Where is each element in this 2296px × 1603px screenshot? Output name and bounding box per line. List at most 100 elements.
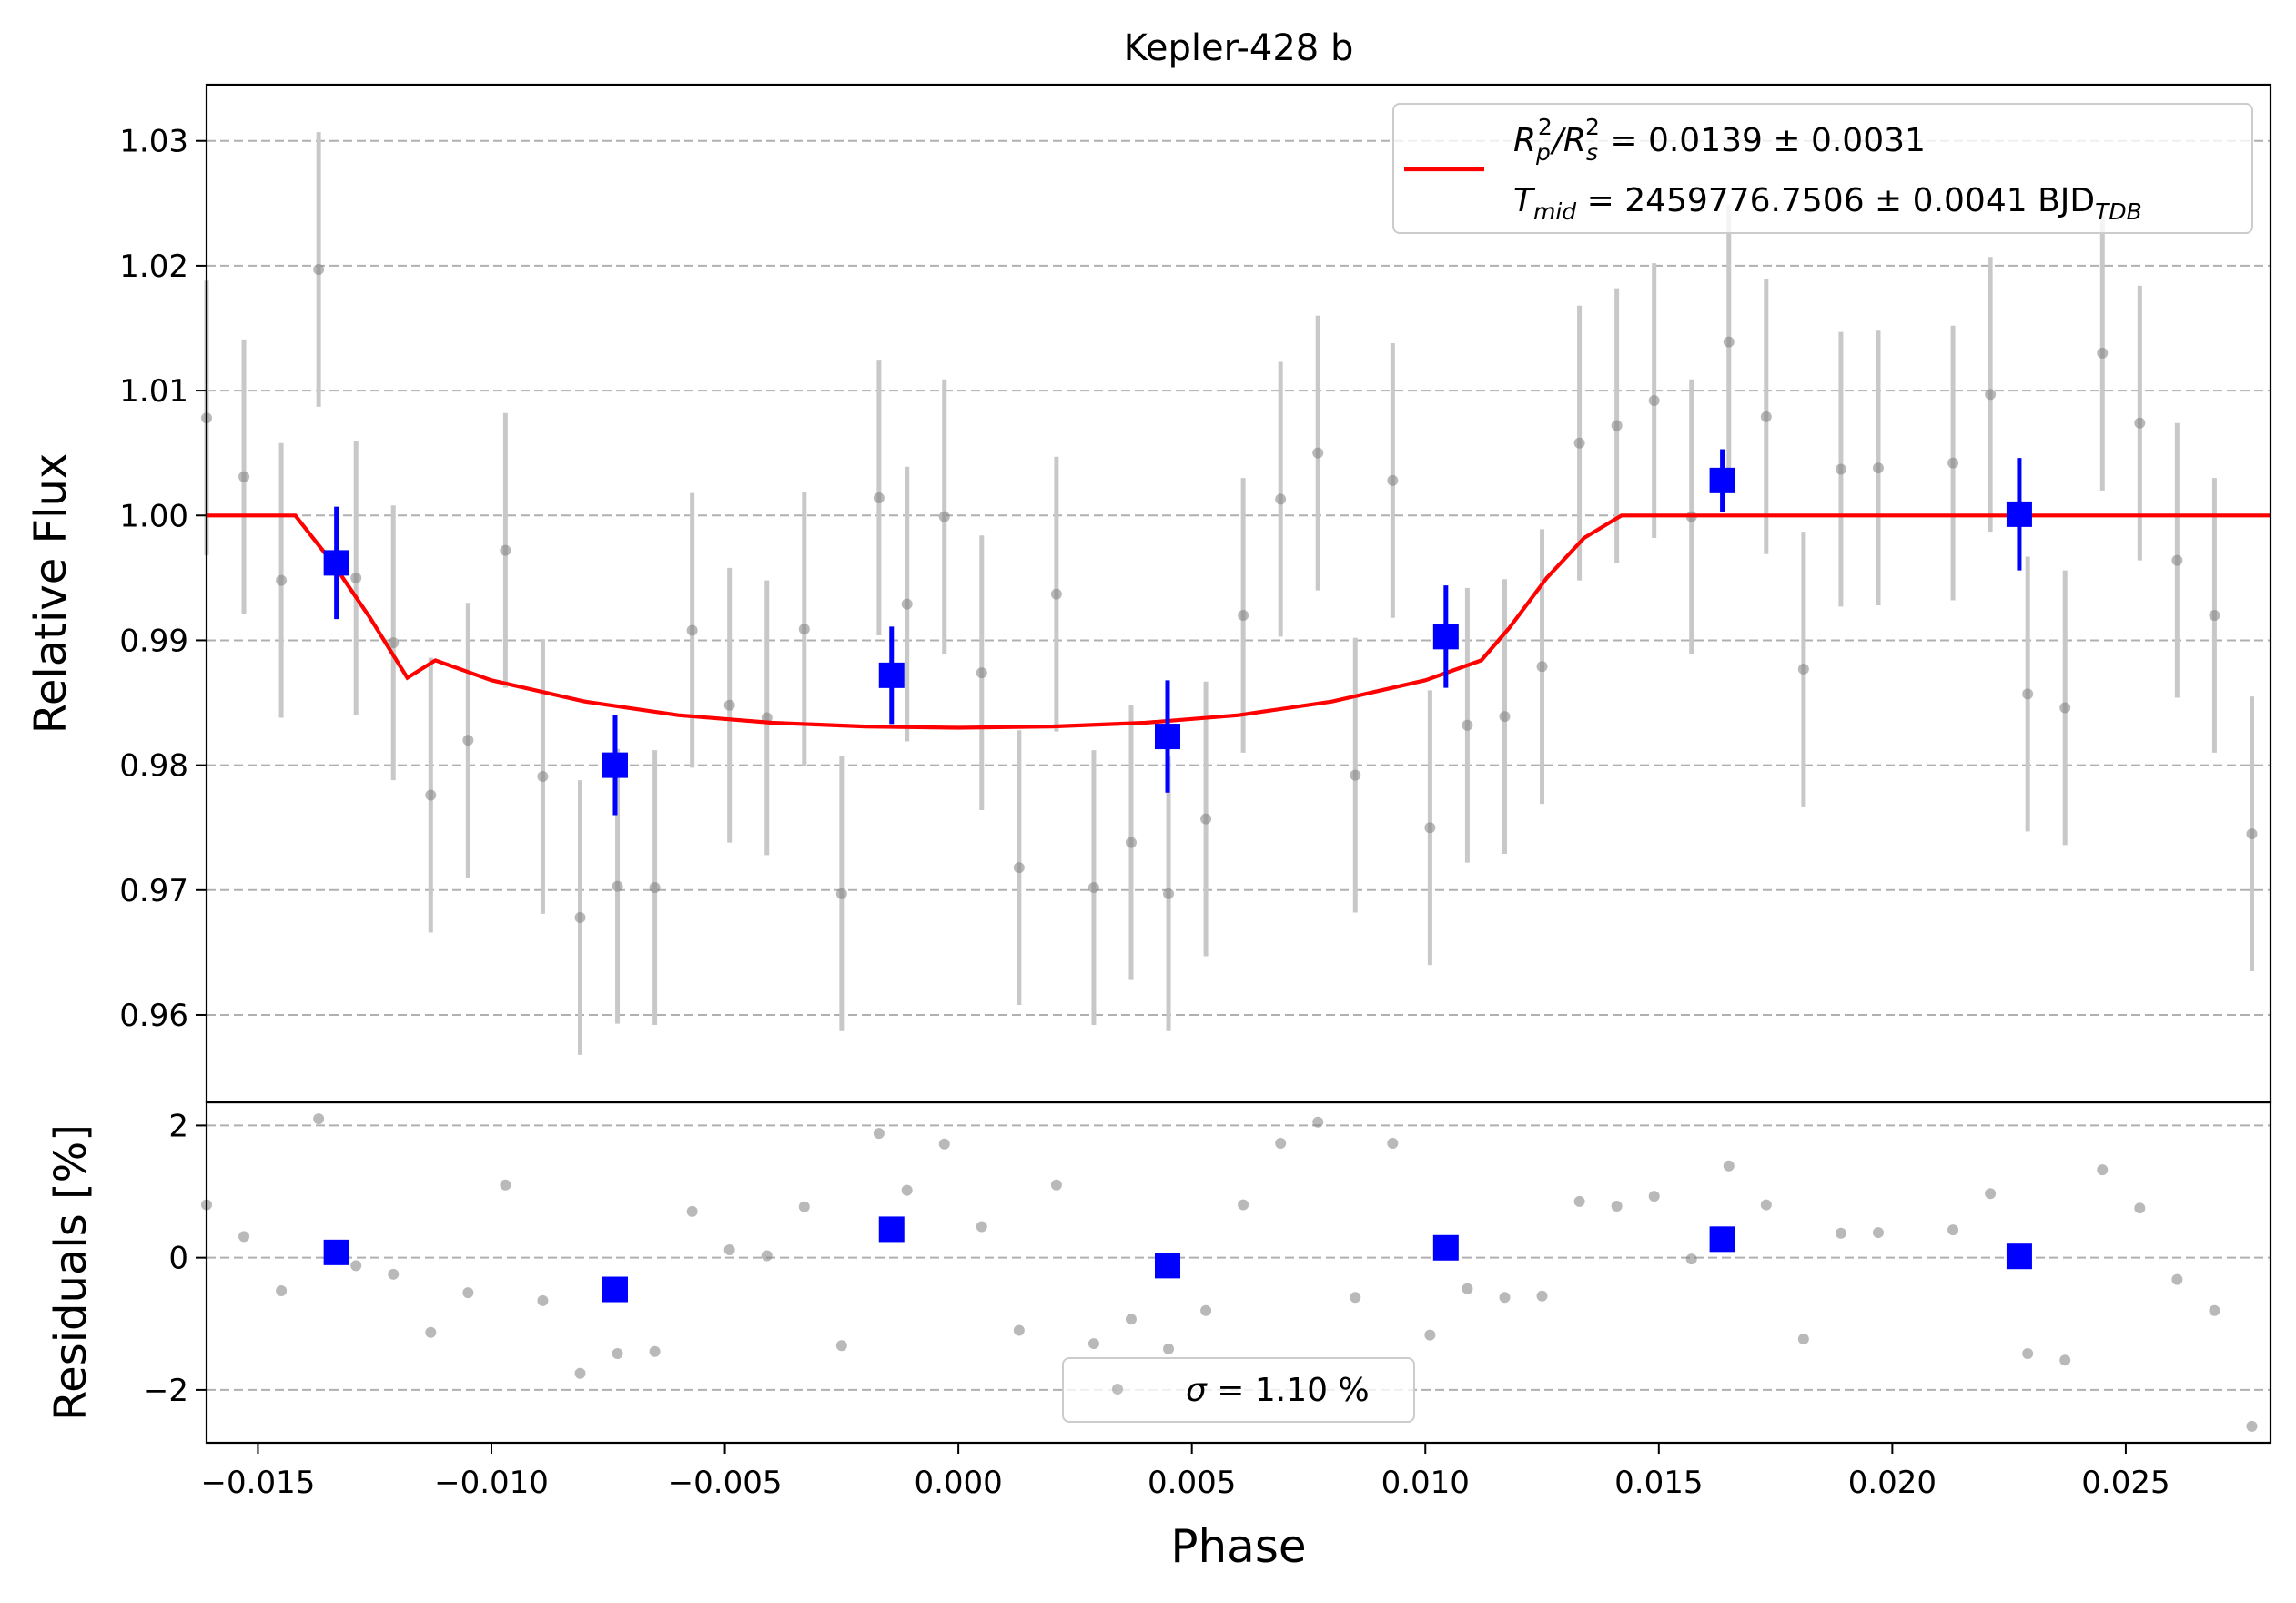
flux-raw-point	[1462, 719, 1473, 731]
residual-binned-point	[1432, 1234, 1459, 1261]
flux-y-tick-label: 0.96	[119, 998, 188, 1034]
flux-binned-point	[878, 662, 905, 688]
residual-raw-point	[723, 1243, 735, 1255]
residual-binned-point	[323, 1239, 349, 1265]
flux-y-tick-label: 0.99	[119, 623, 188, 659]
residual-raw-point	[462, 1287, 474, 1299]
legend-sigma-symbol: σ	[1186, 1372, 1208, 1409]
legend-tmid-value: = 2459776.7506 ± 0.0041 BJD	[1576, 182, 2095, 219]
residual-raw-point	[238, 1231, 250, 1243]
legend-raw-marker	[1112, 1384, 1123, 1395]
residuals-binned-points	[323, 1216, 2032, 1303]
flux-raw-point	[1648, 395, 1660, 407]
residual-raw-point	[1013, 1324, 1025, 1336]
residual-binned-point	[602, 1276, 628, 1303]
residuals-panel-frame	[205, 1101, 2272, 1445]
flux-binned-point	[1709, 467, 1735, 493]
flux-y-tick-label: 1.00	[119, 498, 188, 534]
flux-raw-point	[1499, 711, 1511, 723]
residuals-legend-box	[1062, 1357, 1415, 1423]
flux-raw-point	[901, 598, 913, 610]
flux-y-tick-label: 1.01	[119, 373, 188, 410]
flux-raw-point	[1050, 588, 1062, 600]
flux-raw-point	[873, 492, 885, 504]
flux-raw-point	[798, 624, 810, 635]
legend-depth-symbol-2: /R	[1550, 122, 1586, 159]
flux-raw-point	[1424, 822, 1436, 834]
flux-raw-point	[1835, 463, 1846, 475]
chart-title: Kepler-428 b	[1124, 27, 1354, 69]
residual-raw-point	[1087, 1338, 1099, 1350]
flux-raw-point	[1275, 493, 1287, 505]
residual-raw-point	[500, 1179, 511, 1191]
flux-y-tick-label: 0.98	[119, 748, 188, 785]
phase-x-tick-label: 0.010	[1381, 1465, 1470, 1501]
flux-raw-point	[1611, 420, 1623, 431]
residual-raw-point	[2246, 1420, 2258, 1432]
flux-binned-point	[323, 550, 349, 576]
residual-raw-point	[1499, 1292, 1511, 1304]
flux-panel: 0.96 0.97 0.98 0.99 1.00 1.01 1.02 1.03 Kepler-…	[25, 27, 2272, 1104]
flux-y-tick-label: 0.97	[119, 873, 188, 909]
transit-model-line	[207, 513, 2271, 730]
flux-raw-point	[612, 880, 623, 892]
flux-raw-point	[686, 624, 698, 636]
legend-depth-sup-1: 2	[1538, 114, 1553, 140]
residual-raw-point	[2059, 1354, 2071, 1366]
legend-tmid-text: Tmid = 2459776.7506 ± 0.0041 BJDTDB	[1513, 182, 2142, 225]
residual-binned-point	[1709, 1226, 1735, 1253]
residual-raw-point	[2097, 1164, 2109, 1176]
residual-raw-point	[1163, 1343, 1175, 1354]
flux-raw-point	[1163, 888, 1175, 899]
residual-binned-point	[1155, 1253, 1181, 1279]
residual-raw-point	[1536, 1290, 1548, 1302]
flux-raw-point	[2059, 702, 2071, 714]
residual-binned-point	[2006, 1243, 2032, 1270]
flux-raw-point	[1723, 336, 1735, 348]
residual-raw-point	[686, 1205, 698, 1217]
residual-raw-point	[1424, 1329, 1436, 1341]
residual-raw-point	[835, 1340, 847, 1352]
flux-raw-point	[1013, 862, 1025, 874]
flux-binned-point	[1432, 624, 1459, 650]
legend-tmid-timescale: TDB	[2095, 198, 2142, 225]
residual-raw-point	[2209, 1304, 2220, 1316]
residual-raw-point	[1238, 1199, 1249, 1211]
flux-raw-point	[1872, 462, 1884, 474]
legend-depth-sub-s: s	[1586, 139, 1598, 166]
x-axis-label: Phase	[1170, 1520, 1306, 1573]
residuals-y-tick-label: 2	[168, 1108, 188, 1144]
residual-raw-point	[1685, 1253, 1697, 1265]
residual-raw-point	[1200, 1304, 1212, 1316]
residuals-legend: σ = 1.10 %	[1062, 1357, 1415, 1423]
flux-raw-point	[2097, 347, 2109, 359]
phase-x-tick-label: −0.015	[201, 1465, 316, 1501]
flux-legend-box	[1392, 103, 2253, 234]
flux-binned-point	[1155, 724, 1181, 750]
residual-binned-point	[878, 1216, 905, 1243]
flux-legend: Rp2/Rs2 = 0.0139 ± 0.0031 Tmid = 2459776…	[1392, 103, 2253, 234]
residual-raw-point	[1947, 1224, 1959, 1236]
residual-raw-point	[537, 1294, 549, 1306]
flux-raw-point	[537, 770, 549, 782]
flux-y-axis-label: Relative Flux	[25, 453, 76, 735]
residual-raw-point	[2134, 1202, 2146, 1214]
residual-raw-point	[649, 1345, 661, 1357]
flux-raw-point	[2022, 688, 2034, 700]
residuals-y-ticks: −2 0 2	[143, 1108, 207, 1409]
residual-raw-point	[1050, 1179, 1062, 1191]
flux-grid	[207, 139, 2271, 1016]
residual-raw-point	[1350, 1292, 1361, 1304]
residual-raw-point	[798, 1201, 810, 1212]
residuals-y-tick-label: 0	[168, 1241, 188, 1277]
residual-raw-point	[1797, 1333, 1809, 1344]
flux-raw-point	[976, 667, 987, 679]
flux-raw-point	[500, 544, 511, 556]
residual-raw-point	[1573, 1195, 1585, 1207]
residual-raw-point	[1835, 1227, 1846, 1239]
flux-y-ticks: 0.96 0.97 0.98 0.99 1.00 1.01 1.02 1.03	[119, 124, 207, 1034]
legend-tmid-symbol: T	[1513, 182, 1536, 219]
residuals-y-axis-label: Residuals [%]	[46, 1124, 96, 1421]
residual-raw-point	[1872, 1227, 1884, 1239]
